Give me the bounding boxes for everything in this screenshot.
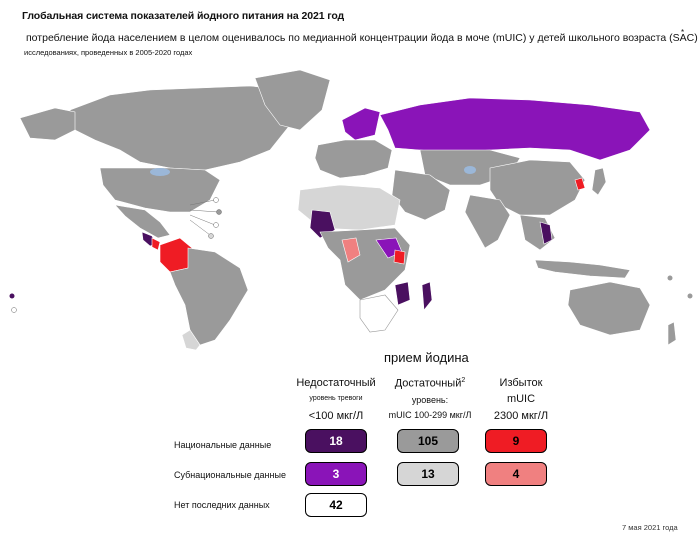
- map-region-new-zealand: [667, 321, 677, 346]
- map-great-lakes: [150, 168, 170, 176]
- map-region-indonesia: [534, 259, 631, 279]
- map-caribbean-callouts: [189, 199, 219, 236]
- legend-col-insufficient-head: Недостаточный: [296, 377, 376, 389]
- map-region-korea-red: [574, 177, 586, 191]
- map-region-china: [489, 159, 586, 216]
- map-island-marker: [216, 209, 222, 215]
- legend-national-adequate-count: 105: [397, 429, 459, 453]
- map-region-japan: [591, 167, 607, 196]
- map-region-vietnam: [539, 221, 553, 245]
- map-island-marker: [213, 222, 219, 228]
- map-region-australia: [567, 281, 651, 336]
- map-island-marker: [213, 197, 219, 203]
- map-region-southern-africa: [359, 294, 399, 333]
- map-region-colombia: [159, 237, 193, 273]
- map-region-usa: [99, 167, 221, 213]
- legend-subnational-adequate-count: 13: [397, 462, 459, 486]
- map-caspian-sea: [464, 166, 476, 174]
- world-map: [9, 69, 693, 350]
- map-island-marker: [667, 275, 673, 281]
- map-region-kenya-red: [393, 249, 406, 265]
- map-region-canada: [69, 85, 306, 171]
- legend-col-insufficient-sub: уровень тревоги: [309, 395, 363, 402]
- legend-row-national-label: Национальные данные: [174, 440, 272, 450]
- legend-col-excess-head: Избыток: [499, 377, 543, 389]
- map-island-marker: [208, 233, 214, 239]
- legend-row-nodata-label: Нет последних данных: [174, 500, 270, 510]
- map-region-russia: [379, 97, 651, 161]
- legend-col-excess-range: 2300 мкг/Л: [493, 410, 549, 422]
- map-region-nigeria-pink: [341, 237, 361, 263]
- map-region-argentina-chile: [181, 329, 201, 350]
- map-island-marker: [11, 307, 17, 313]
- footer-date: 7 мая 2021 года: [622, 523, 678, 532]
- legend-national-insufficient-count: 18: [305, 429, 367, 453]
- map-subtitle: потребление йода населением в целом оцен…: [26, 32, 700, 44]
- legend-col-adequate-range: mUIC 100-299 мкг/Л: [388, 410, 472, 420]
- legend-subnational-excess-count: 4: [485, 462, 547, 486]
- map-subtitle-line2: исследованиях, проведенных в 2005-2020 г…: [24, 48, 193, 57]
- map-region-alaska: [19, 107, 76, 141]
- legend-no-data-count: 42: [305, 493, 367, 517]
- map-region-europe: [314, 139, 393, 179]
- map-region-madagascar: [421, 281, 433, 311]
- legend-col-adequate-head: Достаточный2: [394, 377, 466, 390]
- map-title: Глобальная система показателей йодного п…: [22, 10, 345, 22]
- map-island-marker: [9, 293, 15, 299]
- subtitle-footnote-mark: *: [681, 28, 685, 37]
- legend-subnational-insufficient-count: 3: [305, 462, 367, 486]
- legend-col-adequate-sub: уровень:: [411, 395, 449, 405]
- legend-col-insufficient-range: <100 мкг/Л: [308, 410, 364, 422]
- map-region-india: [464, 194, 511, 249]
- legend-national-excess-count: 9: [485, 429, 547, 453]
- map-region-scandinavia: [341, 107, 381, 141]
- map-region-central-america-red: [151, 237, 161, 251]
- legend-col-excess-sub: mUIC: [506, 393, 536, 405]
- legend-title: прием йодина: [384, 350, 469, 365]
- map-region-greenland: [254, 69, 331, 131]
- legend-row-subnational-label: Субнациональные данные: [174, 470, 286, 480]
- map-island-marker: [687, 293, 693, 299]
- map-region-mozambique: [394, 281, 411, 306]
- map-region-mexico: [114, 204, 171, 239]
